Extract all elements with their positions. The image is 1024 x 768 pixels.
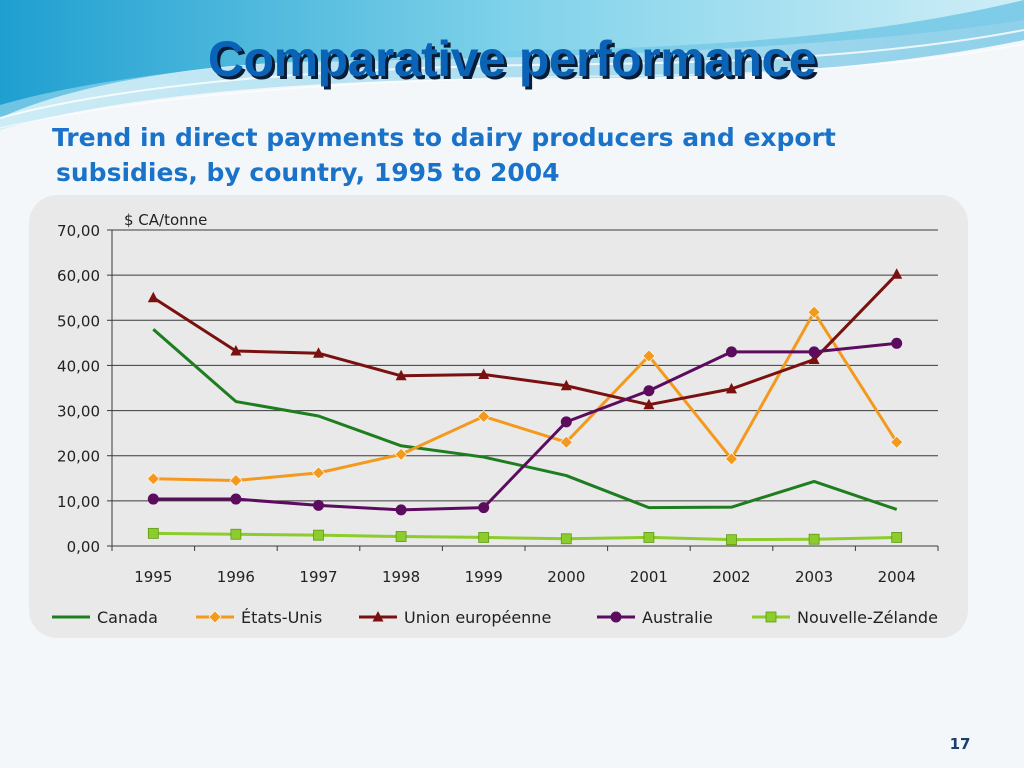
x-tick-label: 1997	[299, 568, 337, 586]
series-line-nouvelle-zelande	[153, 531, 897, 542]
legend-label-nouvelle-zelande: Nouvelle-Zélande	[797, 608, 938, 627]
data-point-union-europeenne	[395, 369, 407, 381]
data-point-australie	[560, 416, 572, 428]
y-tick-label: 70,00	[57, 222, 100, 240]
data-point-nouvelle-zelande	[560, 533, 572, 545]
data-point-etats-unis	[477, 410, 491, 423]
slide-title: Comparative performance	[207, 31, 817, 87]
data-point-union-europeenne	[478, 368, 490, 379]
x-tick-label: 2002	[712, 568, 750, 586]
data-point-australie	[891, 337, 903, 349]
y-tick-label: 40,00	[57, 357, 100, 375]
data-point-etats-unis	[890, 435, 904, 449]
slide-subtitle: Trend in direct payments to dairy produc…	[52, 120, 972, 190]
x-tick-label: 2000	[547, 568, 585, 586]
y-tick-label: 20,00	[57, 448, 100, 466]
legend-label-australie: Australie	[642, 608, 713, 627]
y-tick-label: 50,00	[57, 312, 100, 330]
y-tick-label: 0,00	[67, 538, 100, 556]
x-tick-label: 1998	[382, 568, 420, 586]
legend-label-union-europeenne: Union européenne	[404, 608, 551, 627]
data-point-union-europeenne	[230, 344, 242, 356]
data-point-etats-unis	[642, 349, 656, 363]
data-point-etats-unis	[146, 472, 160, 486]
data-point-nouvelle-zelande	[726, 534, 737, 546]
data-point-nouvelle-zelande	[313, 529, 324, 541]
x-tick-label: 1996	[217, 568, 255, 586]
data-point-union-europeenne	[726, 382, 737, 394]
legend-marker-australie	[610, 611, 622, 623]
series-line-australie	[153, 341, 897, 512]
data-point-etats-unis	[312, 466, 325, 480]
x-tick-label: 2003	[795, 568, 833, 586]
data-point-nouvelle-zelande	[230, 528, 242, 540]
legend-marker-etats-unis	[208, 610, 222, 624]
y-tick-label: 30,00	[57, 403, 100, 421]
data-point-union-europeenne	[560, 379, 572, 391]
data-point-australie	[643, 385, 655, 397]
data-point-nouvelle-zelande	[147, 527, 159, 539]
data-point-australie	[147, 493, 159, 505]
series-line-etats-unis	[153, 310, 898, 483]
subtitle-line-2: subsidies, by country, 1995 to 2004	[56, 158, 560, 187]
legend-label-canada: Canada	[97, 608, 158, 627]
x-tick-label: 2004	[878, 568, 916, 586]
data-point-australie	[395, 504, 407, 516]
series-line-union-europeenne	[152, 273, 898, 407]
data-point-nouvelle-zelande	[395, 531, 407, 542]
data-point-australie	[478, 502, 490, 514]
data-point-nouvelle-zelande	[808, 533, 820, 545]
data-point-union-europeenne	[147, 291, 159, 303]
y-tick-label: 60,00	[57, 267, 100, 285]
data-point-australie	[230, 493, 242, 505]
x-tick-label: 2001	[630, 568, 668, 586]
data-point-union-europeenne	[891, 268, 903, 279]
data-point-australie	[313, 499, 324, 511]
subtitle-line-1: Trend in direct payments to dairy produc…	[52, 123, 836, 152]
data-point-union-europeenne	[643, 398, 655, 410]
data-point-australie	[726, 346, 737, 358]
data-point-union-europeenne	[808, 353, 820, 365]
data-point-etats-unis	[394, 447, 408, 461]
data-point-union-europeenne	[313, 347, 324, 358]
data-point-australie	[808, 346, 820, 358]
legend-marker-nouvelle-zelande	[765, 611, 777, 623]
x-tick-label: 1995	[134, 568, 172, 586]
chart-panel	[29, 195, 968, 638]
page-number: 17	[949, 735, 971, 753]
y-axis-label: $ CA/tonne	[124, 211, 207, 229]
series-line-canada	[152, 328, 898, 511]
data-point-etats-unis	[725, 452, 738, 466]
data-point-etats-unis	[807, 305, 821, 319]
data-point-nouvelle-zelande	[478, 532, 490, 543]
legend-marker-union-europeenne	[372, 611, 384, 622]
data-point-nouvelle-zelande	[643, 532, 655, 543]
x-tick-label: 1999	[465, 568, 503, 586]
y-tick-label: 10,00	[57, 493, 100, 511]
data-point-nouvelle-zelande	[891, 532, 903, 543]
data-point-etats-unis	[229, 474, 243, 487]
data-point-etats-unis	[559, 435, 573, 449]
legend-label-etats-unis: États-Unis	[241, 608, 322, 627]
